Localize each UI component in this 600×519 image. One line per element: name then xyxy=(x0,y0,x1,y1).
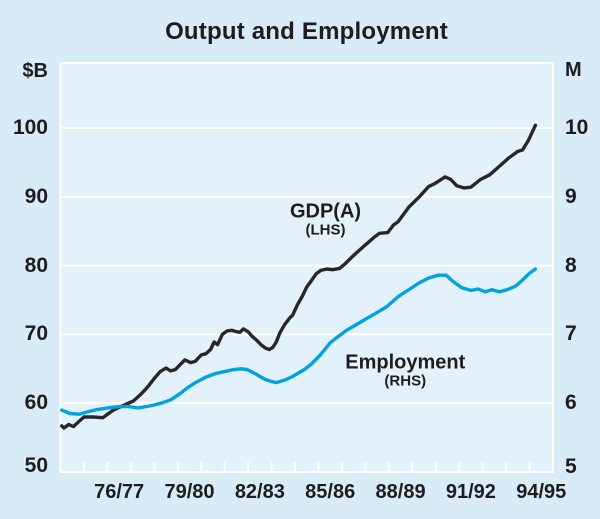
right-axis-tick-8: 8 xyxy=(565,253,577,277)
series-label-subtext: (LHS) xyxy=(305,221,346,239)
plot-area xyxy=(59,62,554,473)
employment-line xyxy=(60,267,538,416)
right-axis-tick-6: 6 xyxy=(565,391,577,415)
right-axis-tick-5: 5 xyxy=(565,455,577,478)
right-axis-tick-7: 7 xyxy=(565,322,577,346)
right-axis-tick-9: 9 xyxy=(565,184,577,208)
chart-title: Output and Employment xyxy=(165,18,448,45)
x-axis-label-85-86: 85/86 xyxy=(305,481,356,503)
left-axis-tick-50: 50 xyxy=(24,454,48,477)
x-axis-label-79-80: 79/80 xyxy=(164,481,215,503)
left-axis-tick-70: 70 xyxy=(24,322,48,346)
gdp-a-line xyxy=(60,123,538,430)
left-axis-tick-100: 100 xyxy=(12,116,48,139)
x-axis-label-88-89: 88/89 xyxy=(375,481,426,503)
left-axis-tick-90: 90 xyxy=(24,184,48,208)
series-label-text: Employment xyxy=(345,351,466,374)
left-axis-tick-80: 80 xyxy=(24,253,48,277)
right-axis-tick-10: 10 xyxy=(565,116,589,139)
x-axis-label-91-92: 91/92 xyxy=(445,481,496,503)
x-axis-label-82-83: 82/83 xyxy=(234,481,285,503)
x-axis-label-94-95: 94/95 xyxy=(516,481,567,503)
series-label-subtext: (RHS) xyxy=(384,372,427,390)
x-axis-label-76-77: 76/77 xyxy=(94,481,145,503)
series-label-gdpa: GDP(A) (LHS) xyxy=(290,202,361,241)
series-label-text: GDP(A) xyxy=(289,200,362,223)
left-axis-unit-label: $B xyxy=(22,60,48,82)
left-axis-tick-60: 60 xyxy=(24,391,48,415)
series-label-employment: Employment (RHS) xyxy=(345,352,465,391)
right-axis-unit-label: M xyxy=(565,59,582,81)
